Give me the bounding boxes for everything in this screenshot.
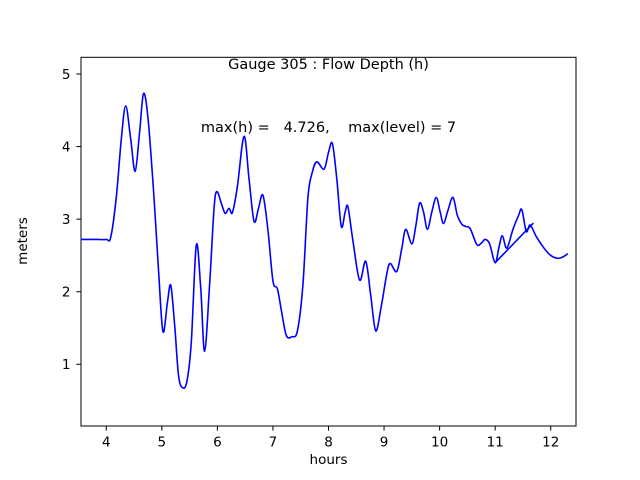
x-tick-label: 6 <box>213 435 222 451</box>
chart-title-line1: Gauge 305 : Flow Depth (h) <box>228 57 429 73</box>
x-axis-label: hours <box>309 452 348 468</box>
y-tick-label: 1 <box>62 357 71 373</box>
y-tick-label: 3 <box>62 212 71 228</box>
x-tick-label: 4 <box>102 435 111 451</box>
y-tick-label: 4 <box>62 139 71 155</box>
y-tick-label: 5 <box>62 67 71 83</box>
series-line-flow-depth-h <box>80 92 569 389</box>
y-tick-label: 2 <box>62 285 71 301</box>
x-tick-label: 9 <box>380 435 389 451</box>
chart-title-line2: max(h) = 4.726, max(level) = 7 <box>200 120 457 136</box>
y-axis-label: meters <box>15 217 31 265</box>
axes-frame <box>80 56 577 427</box>
x-tick-label: 10 <box>431 435 448 451</box>
chart-title: Gauge 305 : Flow Depth (h) max(h) = 4.72… <box>81 13 576 181</box>
x-tick-label: 12 <box>542 435 559 451</box>
x-tick-label: 5 <box>158 435 167 451</box>
x-tick-label: 11 <box>487 435 504 451</box>
series-line-straight-crossing-segment <box>494 222 534 264</box>
x-tick-label: 8 <box>324 435 333 451</box>
x-tick-label: 7 <box>269 435 278 451</box>
